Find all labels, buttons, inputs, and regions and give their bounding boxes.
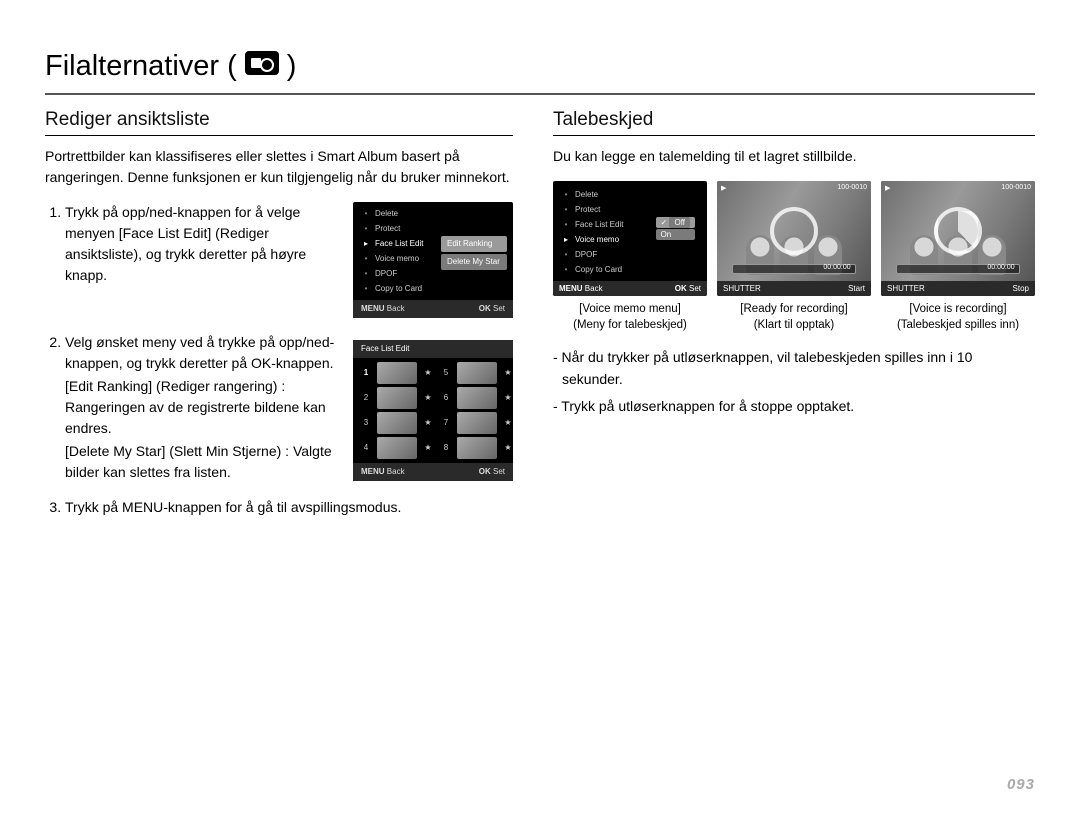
face-thumb xyxy=(457,412,497,434)
lcd-bar: MENU Back OK Set xyxy=(353,300,513,318)
facegrid-title: Face List Edit xyxy=(353,340,513,358)
step-1-text: Trykk på opp/ned-knappen for å velge men… xyxy=(65,202,339,286)
record-ring-icon xyxy=(770,207,818,255)
cap2b: (Klart til opptak) xyxy=(754,319,835,331)
face-thumb xyxy=(457,362,497,384)
lcd-item-copy: Copy to Card xyxy=(371,283,505,295)
rediger-intro: Portrettbilder kan klassifiseres eller s… xyxy=(45,146,513,188)
note-2: - Trykk på utløserknappen for å stoppe o… xyxy=(553,396,1035,418)
talebeskjed-intro: Du kan legge en talemelding til et lagre… xyxy=(553,146,1035,167)
shot-is-recording: ▶100-0010 00:00:00 SHUTTER Stop xyxy=(881,181,1035,296)
lcd-sub-editranking: Edit Ranking xyxy=(441,236,507,252)
face-thumb xyxy=(457,387,497,409)
cap1b: (Meny for talebeskjed) xyxy=(573,319,687,331)
screenshot-row: •Delete •Protect •Face List Edit ▸Voice … xyxy=(553,181,1035,333)
page-title: Filalternativer ( ) xyxy=(45,50,1035,95)
lcd-item-delete: Delete xyxy=(371,208,505,220)
page-title-text: Filalternativer ( xyxy=(45,50,237,83)
lcd-submenu: Edit Ranking Delete My Star xyxy=(441,236,507,272)
shot-ready-recording: ▶100-0010 00:00:00 SHUTTER Start xyxy=(717,181,871,296)
rediger-steps: Trykk på opp/ned-knappen for å velge men… xyxy=(45,202,513,518)
playback-mode-icon xyxy=(245,51,279,82)
talebeskjed-notes: - Når du trykker på utløserknappen, vil … xyxy=(553,347,1035,418)
face-thumb xyxy=(377,412,417,434)
section-talebeskjed-heading: Talebeskjed xyxy=(553,109,1035,136)
lcd-item-protect: Protect xyxy=(371,223,505,235)
page-number: 093 xyxy=(1007,776,1035,793)
column-left: Rediger ansiktsliste Portrettbilder kan … xyxy=(45,109,513,532)
lcd-sub-deletemystar: Delete My Star xyxy=(441,254,507,270)
lcd-facegrid: Face List Edit 1★ 5★ 2★ 6★ 3★ 7★ 4★ 8★ xyxy=(353,340,513,481)
cap3a: [Voice is recording] xyxy=(909,303,1006,315)
step-2-sub2: [Delete My Star] (Slett Min Stjerne) : V… xyxy=(65,441,339,483)
face-thumb xyxy=(377,362,417,384)
shot-voice-memo-menu: •Delete •Protect •Face List Edit ▸Voice … xyxy=(553,181,707,296)
cap3b: (Talebeskjed spilles inn) xyxy=(897,319,1019,331)
face-thumb xyxy=(457,437,497,459)
step-2-text: Velg ønsket meny ved å trykke på opp/ned… xyxy=(65,334,334,371)
voice-options: ✓ Off On xyxy=(656,217,695,240)
record-progress-icon xyxy=(934,207,982,255)
cap2a: [Ready for recording] xyxy=(740,303,847,315)
cap1a: [Voice memo menu] xyxy=(579,303,681,315)
note-1: - Når du trykker på utløserknappen, vil … xyxy=(553,347,1035,390)
section-rediger-heading: Rediger ansiktsliste xyxy=(45,109,513,136)
page-title-suffix: ) xyxy=(287,50,297,83)
face-thumb xyxy=(377,437,417,459)
face-thumb xyxy=(377,387,417,409)
lcd-menu-facelist: •Delete •Protect ▸Face List Edit •Voice … xyxy=(353,202,513,318)
step-2-sub1: [Edit Ranking] (Rediger rangering) : Ran… xyxy=(65,376,339,439)
step-3-text: Trykk på MENU-knappen for å gå til avspi… xyxy=(65,497,513,518)
column-right: Talebeskjed Du kan legge en talemelding … xyxy=(553,109,1035,532)
facegrid-bar: MENU Back OK Set xyxy=(353,463,513,481)
